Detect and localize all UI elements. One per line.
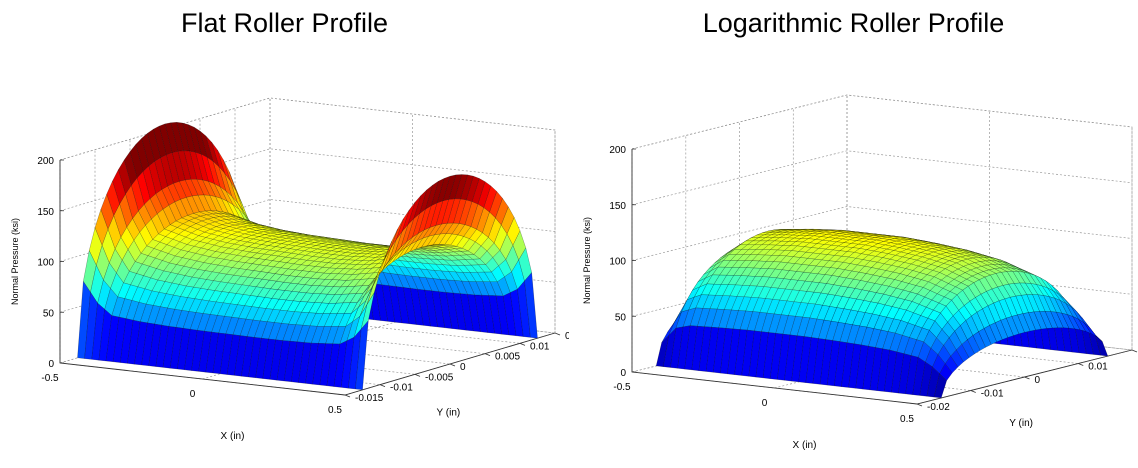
z-tick-label: 0 [620,368,626,379]
y-tick-mark [916,403,923,407]
y-tick-mark [519,342,526,346]
z-axis-label: Normal Pressure (ksi) [582,217,592,304]
z-tick-label: 50 [43,308,55,319]
x-tick-label: -0.5 [41,373,59,384]
x-tick-label: -0.5 [613,382,631,393]
surface-plot-logarithmic: 050100150200-0.500.5-0.02-0.0100.010.02X… [582,94,1138,451]
chart-logarithmic-roller: Logarithmic Roller Profile 0 50 100 150 200 -… [569,0,1138,468]
y-tick-mark [449,363,456,367]
y-tick-mark [414,373,421,377]
y-tick-label: 0 [460,362,466,373]
x-tick-label: 0.5 [328,405,342,416]
z-gridline [631,150,1133,206]
x-axis-label: X (in) [793,440,817,451]
y-tick-mark [1078,363,1084,366]
x-axis-label: X (in) [221,431,245,442]
axis-box-back [631,94,1133,350]
y-tick-label: 0.015 [565,331,569,342]
surface-patch [933,373,947,399]
surface-plot-flat: 0 50 100 150 200 -0.5 0 0.5 -0.015 -0.01 -0.005 0 0.… [10,97,569,442]
y-tick-label: -0.015 [355,393,384,404]
z-tick-label: 50 [615,312,627,323]
pressure-surface [77,122,538,390]
z-tick-label: 100 [37,258,54,269]
y-axis-label: Y (in) [437,408,461,419]
y-tick-label: -0.02 [927,402,950,413]
z-axis-label: Normal Pressure (ksi) [10,218,20,305]
x-tick-label: 0.5 [900,414,914,425]
y-tick-mark [970,390,976,393]
y-tick-label: 0.01 [530,341,550,352]
y-tick-label: 0.01 [1088,362,1108,373]
y-tick-mark [344,394,351,398]
z-tick-label: 0 [48,359,54,370]
z-tick-label: 150 [37,207,54,218]
y-tick-label: 0.005 [495,352,520,363]
y-tick-label: 0 [1035,375,1041,386]
z-tick-label: 200 [609,145,626,156]
y-tick-mark [1131,349,1138,353]
z-gridline [631,94,1133,150]
pressure-surface [655,229,1109,399]
y-tick-mark [379,384,386,388]
x-tick-label: 0 [762,398,768,409]
y-tick-mark [1024,376,1030,380]
chart-flat-roller: Flat Roller Profile 0 50 100 150 200 -0.5 0 0.5… [10,8,569,442]
chart-title: Flat Roller Profile [180,8,389,38]
y-axis-label: Y (in) [1009,418,1033,429]
z-gridline [631,206,1133,261]
chart-title: Logarithmic Roller Profile [702,8,1005,38]
x-tick-label: 0 [190,389,196,400]
y-tick-mark [484,353,491,357]
z-tick-label: 100 [609,257,626,268]
y-tick-label: -0.01 [390,383,413,394]
z-tick-label: 200 [37,156,54,167]
y-tick-label: -0.005 [425,372,454,383]
tick-labels: 0 50 100 150 200 -0.5 0 0.5 -0.015 -0.01 -0.005 0 0.… [37,156,569,416]
surface-patch [355,320,369,390]
y-tick-label: -0.01 [981,389,1004,400]
z-tick-label: 150 [609,201,626,212]
y-tick-mark [554,332,561,336]
